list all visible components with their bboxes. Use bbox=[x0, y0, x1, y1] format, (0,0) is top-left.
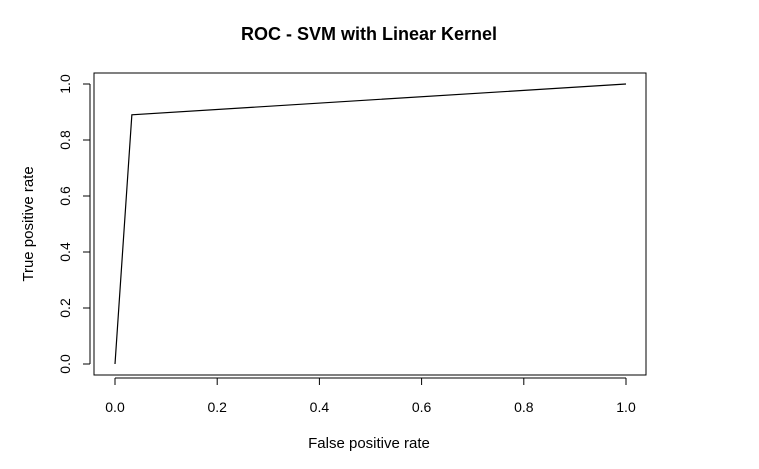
x-tick-label-0: 0.0 bbox=[105, 399, 125, 415]
y-tick-label-2: 0.4 bbox=[57, 242, 73, 262]
y-tick-label-1: 0.2 bbox=[57, 298, 73, 318]
x-axis: 0.0 0.2 0.4 0.6 0.8 1.0 bbox=[105, 377, 636, 415]
y-tick-label-0: 0.0 bbox=[57, 354, 73, 374]
x-tick-label-2: 0.4 bbox=[310, 399, 330, 415]
x-tick-label-4: 0.8 bbox=[514, 399, 534, 415]
y-axis: 0.0 0.2 0.4 0.6 0.8 1.0 bbox=[57, 74, 91, 374]
x-tick-label-3: 0.6 bbox=[412, 399, 432, 415]
x-tick-label-5: 1.0 bbox=[616, 399, 636, 415]
y-tick-label-4: 0.8 bbox=[57, 130, 73, 150]
y-tick-label-5: 1.0 bbox=[57, 74, 73, 94]
chart-title: ROC - SVM with Linear Kernel bbox=[241, 24, 497, 44]
series-layer bbox=[114, 83, 627, 365]
y-axis-title: True positive rate bbox=[20, 166, 37, 281]
x-axis-title: False positive rate bbox=[308, 435, 430, 452]
plot-frame bbox=[93, 72, 647, 376]
series-line-0 bbox=[114, 83, 627, 365]
x-tick-label-1: 0.2 bbox=[207, 399, 227, 415]
y-tick-label-3: 0.6 bbox=[57, 186, 73, 206]
